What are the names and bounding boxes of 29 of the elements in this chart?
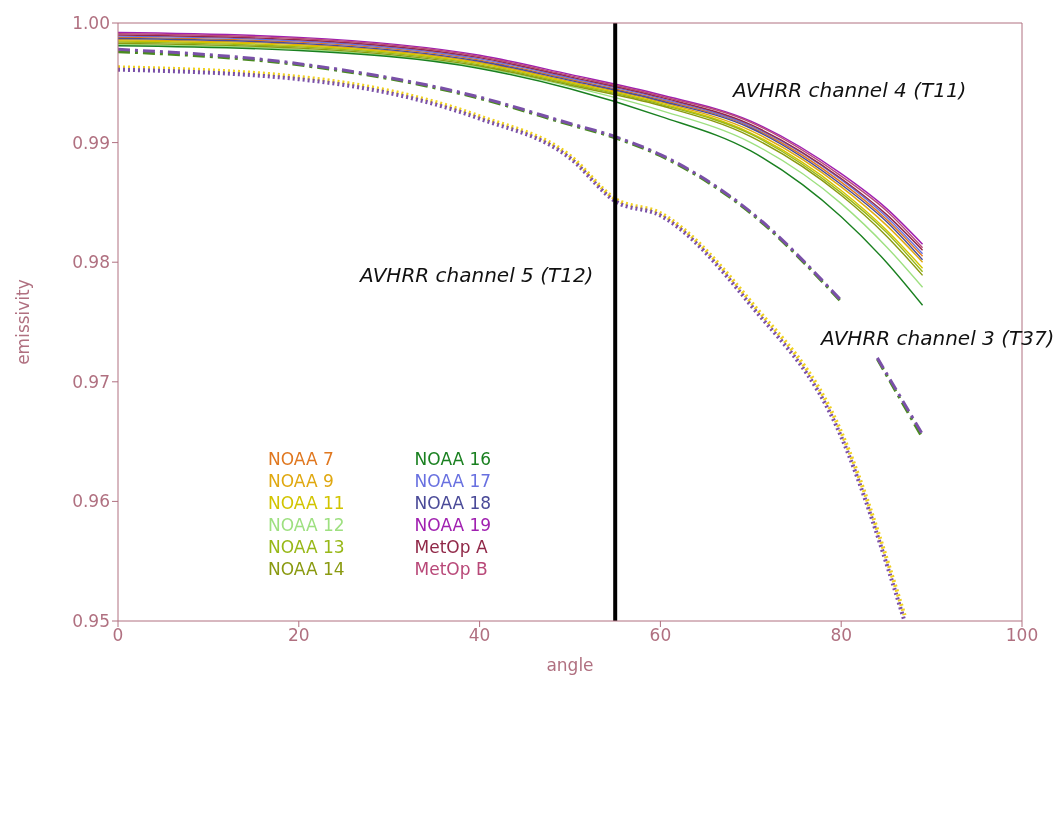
x-tick-label: 100 [1005,625,1039,646]
y-tick-label: 0.95 [72,611,110,632]
text: NOAA 13 [268,536,345,558]
text: NOAA 18 [414,492,492,514]
y-tick-label: 0.96 [72,491,110,512]
y-tick-label: 0.97 [72,371,110,392]
text: NOAA 17 [414,470,492,492]
y-tick-label: 1.00 [72,13,110,34]
x-axis-title: angle [546,655,594,675]
y-tick-label: 0.99 [72,132,110,153]
annotation: AVHRR channel 5 (T12) [360,263,594,287]
x-tick-label: 80 [830,625,853,646]
x-tick-label: 60 [649,625,672,646]
text: NOAA 12 [268,514,345,536]
text: NOAA 7 [268,448,335,470]
text: NOAA 11 [268,492,345,514]
text: MetOp A [414,536,489,558]
x-tick-label: 20 [287,625,310,646]
text: NOAA 9 [268,470,335,492]
y-tick-label: 0.98 [72,252,110,273]
annotation: AVHRR channel 3 (T37) [821,326,1055,350]
text: MetOp B [414,558,489,580]
text: NOAA 19 [414,514,492,536]
annotation: AVHRR channel 4 (T11) [733,78,967,102]
text: NOAA 16 [414,448,492,470]
text: NOAA 14 [268,558,345,580]
x-tick-label: 40 [468,625,491,646]
y-axis-title: emissivity [13,279,34,365]
x-tick-label: 0 [112,625,124,646]
